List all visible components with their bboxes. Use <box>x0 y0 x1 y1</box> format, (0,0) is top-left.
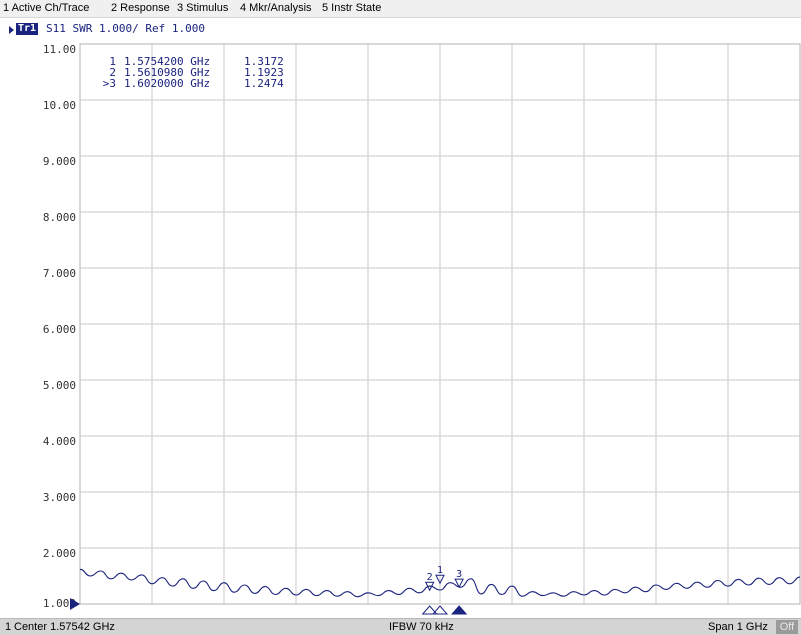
swr-trace <box>79 568 801 598</box>
y-tick-label: 8.000 <box>42 211 76 224</box>
menu-response[interactable]: 2 Response <box>111 2 170 14</box>
menu-stimulus[interactable]: 3 Stimulus <box>177 2 229 14</box>
marker-id: 2 <box>109 66 116 79</box>
marker-row[interactable]: >3 1.6020000 GHz 1.2474 <box>92 78 284 89</box>
marker-frequency: 1.5610980 GHz <box>124 66 211 79</box>
menu-instr-state[interactable]: 5 Instr State <box>322 2 382 14</box>
y-tick-label: 7.000 <box>42 267 76 280</box>
status-bar: 1 Center 1.57542 GHz IFBW 70 kHz Span 1 … <box>0 618 801 635</box>
marker-value: 1.1923 <box>244 66 284 79</box>
marker-3: 3 <box>451 569 468 615</box>
trace-header <box>0 18 801 38</box>
y-tick-label: 10.00 <box>42 99 76 112</box>
status-off-badge[interactable]: Off <box>776 620 798 634</box>
marker-row[interactable]: 2 1.5610980 GHz 1.1923 <box>92 66 284 79</box>
y-tick-label: 3.000 <box>42 491 76 504</box>
status-span[interactable]: Span 1 GHz <box>708 621 768 633</box>
marker-value: 1.2474 <box>244 77 284 90</box>
menu-bar: 1 Active Ch/Trace 2 Response 3 Stimulus … <box>0 0 801 18</box>
marker-frequency: 1.6020000 GHz <box>124 77 211 90</box>
marker-position-icon <box>431 605 449 615</box>
status-channel: 1 <box>5 621 12 633</box>
menu-active-ch-trace[interactable]: 1 Active Ch/Trace <box>3 2 90 14</box>
y-tick-label: 5.000 <box>42 379 76 392</box>
trace-description[interactable]: S11 SWR 1.000/ Ref 1.000 <box>46 22 205 35</box>
marker-position-icon <box>451 605 468 615</box>
marker-triangle-icon <box>424 581 435 592</box>
marker-label: 2 <box>427 572 433 583</box>
marker-triangle-icon <box>454 578 464 589</box>
status-ifbw[interactable]: IFBW 70 kHz <box>389 621 454 633</box>
marker-id: 1 <box>109 55 116 68</box>
marker-value: 1.3172 <box>244 55 284 68</box>
y-tick-label: 9.000 <box>42 155 76 168</box>
marker-frequency: 1.5754200 GHz <box>124 55 211 68</box>
y-tick-label: 4.000 <box>42 435 76 448</box>
marker-1: 1 <box>431 565 449 615</box>
y-tick-label: 6.000 <box>42 323 76 336</box>
y-tick-label: 1.000 <box>42 597 76 610</box>
marker-row[interactable]: 1 1.5754200 GHz 1.3172 <box>92 55 284 68</box>
menu-mkr-analysis[interactable]: 4 Mkr/Analysis <box>240 2 312 14</box>
y-tick-label: 11.00 <box>42 43 76 56</box>
marker-label: 3 <box>456 569 462 580</box>
marker-table: 1 1.5754200 GHz 1.3172 2 1.5610980 GHz 1.192… <box>92 56 284 89</box>
swr-chart: 12 3 <box>79 43 801 615</box>
y-tick-label: 2.000 <box>42 547 76 560</box>
trace-tag[interactable]: Tr1 <box>16 23 39 35</box>
marker-2: 2 <box>421 572 438 615</box>
marker-position-icon <box>421 605 438 615</box>
active-trace-arrow-icon <box>9 26 14 34</box>
reference-position-arrow-icon[interactable] <box>70 598 80 610</box>
marker-triangle-icon <box>435 574 445 585</box>
marker-label: 1 <box>437 565 443 576</box>
status-center-frequency[interactable]: Center 1.57542 GHz <box>14 621 115 633</box>
marker-id: >3 <box>102 77 116 90</box>
